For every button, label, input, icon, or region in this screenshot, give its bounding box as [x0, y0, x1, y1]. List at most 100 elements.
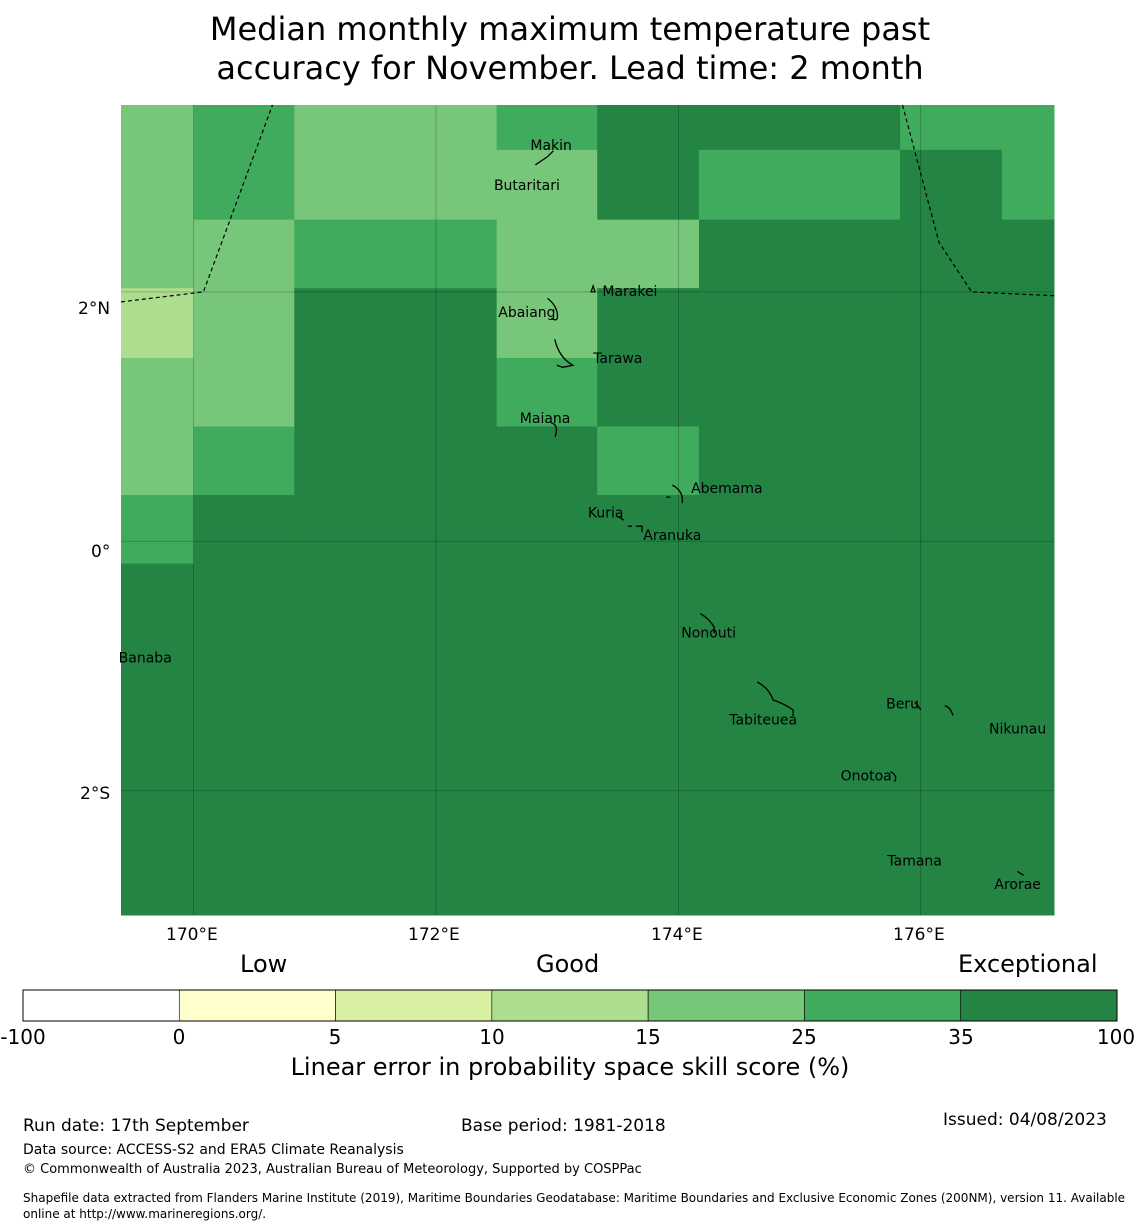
place-label: Butaritari: [494, 178, 560, 194]
skill-cell: [597, 105, 700, 151]
island-outline: [890, 771, 897, 783]
skill-cell: [193, 563, 295, 916]
skill-cell: [496, 563, 598, 916]
island-outline: [554, 339, 575, 368]
place-label: Kuria: [588, 506, 624, 522]
skill-cell: [799, 357, 901, 428]
skill-cell: [799, 105, 901, 151]
y-tick-2s: 2°S: [80, 784, 111, 804]
colorbar-tick-label: 10: [479, 1025, 505, 1049]
island-outline: [944, 704, 954, 716]
skill-cell: [121, 149, 195, 221]
skill-cell: [193, 105, 295, 151]
skill-cell: [698, 288, 801, 359]
place-label: Abemama: [691, 481, 763, 497]
skill-cell: [121, 563, 195, 916]
island-outline: [628, 525, 643, 533]
skill-cell: [496, 426, 598, 496]
issued-date: Issued: 04/08/2023: [943, 1110, 1107, 1130]
y-tick-2n: 2°N: [78, 299, 111, 319]
title-line-1: Median monthly maximum temperature past: [209, 10, 931, 48]
skill-cell: [900, 149, 1003, 221]
skill-cell: [294, 426, 397, 496]
skill-cell: [396, 426, 498, 496]
skill-cell: [121, 105, 195, 151]
skill-cell: [294, 105, 397, 151]
skill-cell: [396, 288, 498, 359]
colorbar-tick-label: 5: [328, 1025, 342, 1049]
skill-cell: [496, 105, 598, 151]
place-label: Maiana: [520, 411, 571, 427]
colorbar-frame: [22, 989, 1118, 1022]
shapefile-credit-line-2: online at http://www.marineregions.org/.: [23, 1207, 267, 1221]
skill-cell: [597, 426, 700, 496]
place-label: Tamana: [886, 853, 941, 869]
legend-exceptional-label: Exceptional: [958, 950, 1098, 978]
skill-cell: [900, 563, 1003, 916]
island-outline: [1017, 870, 1024, 876]
skill-cell: [1001, 563, 1055, 916]
skill-cell: [1001, 105, 1055, 151]
skill-cell: [799, 563, 901, 916]
skill-cell: [597, 219, 700, 289]
skill-cell: [396, 563, 498, 916]
x-tick-174: 174°E: [651, 925, 703, 945]
skill-cell: [1001, 219, 1055, 289]
skill-cell: [698, 563, 801, 916]
skill-cell: [396, 105, 498, 151]
place-label: Abaiang: [498, 305, 555, 321]
skill-cell: [396, 495, 498, 565]
skill-cell: [900, 357, 1003, 428]
title-line-2: accuracy for November. Lead time: 2 mont…: [216, 49, 924, 87]
skill-cell: [597, 288, 700, 359]
place-label: Tabiteuea: [728, 713, 797, 729]
y-tick-0: 0°: [91, 542, 111, 562]
skill-cell: [597, 357, 700, 428]
skill-cell: [496, 149, 598, 221]
run-date: Run date: 17th September: [23, 1116, 249, 1136]
skill-cell: [294, 219, 397, 289]
skill-cell: [193, 219, 295, 289]
skill-cell: [1001, 495, 1055, 565]
place-label: Nonouti: [681, 625, 736, 641]
skill-cell: [496, 219, 598, 289]
skill-cell: [193, 426, 295, 496]
skill-cell: [900, 495, 1003, 565]
skill-cell: [799, 426, 901, 496]
skill-cell: [900, 105, 1003, 151]
base-period: Base period: 1981-2018: [461, 1116, 666, 1136]
skill-cell: [900, 219, 1003, 289]
island-outline: [617, 515, 625, 521]
eez-boundary: [901, 104, 1055, 297]
shapefile-credit-line-1: Shapefile data extracted from Flanders M…: [23, 1191, 1126, 1205]
skill-cell: [799, 219, 901, 289]
copyright: © Commonwealth of Australia 2023, Austra…: [23, 1162, 642, 1177]
place-label: Arorae: [994, 877, 1041, 893]
skill-cell: [1001, 288, 1055, 359]
skill-cell: [799, 149, 901, 221]
island-outline: [914, 701, 922, 711]
place-label: Onotoa: [841, 769, 892, 785]
skill-cell: [396, 219, 498, 289]
island-outline: [550, 422, 558, 438]
skill-cell: [597, 495, 700, 565]
colorbar-tick-label: 0: [172, 1025, 186, 1049]
skill-cell: [1001, 357, 1055, 428]
skill-cell: [396, 149, 498, 221]
skill-cell: [900, 288, 1003, 359]
island-outline: [547, 297, 559, 321]
skill-cell: [1001, 426, 1055, 496]
skill-cell: [121, 357, 195, 428]
skill-cell: [294, 288, 397, 359]
skill-cell: [121, 219, 195, 289]
place-label: Nikunau: [989, 721, 1046, 737]
skill-cell: [121, 495, 195, 565]
island-outline: [756, 681, 794, 716]
colorbar-caption: Linear error in probability space skill …: [290, 1053, 850, 1081]
skill-cell: [496, 357, 598, 428]
skill-cell: [698, 495, 801, 565]
colorbar-segment: [491, 989, 649, 1022]
skill-cell: [597, 149, 700, 221]
map-title: Median monthly maximum temperature past …: [0, 10, 1140, 88]
